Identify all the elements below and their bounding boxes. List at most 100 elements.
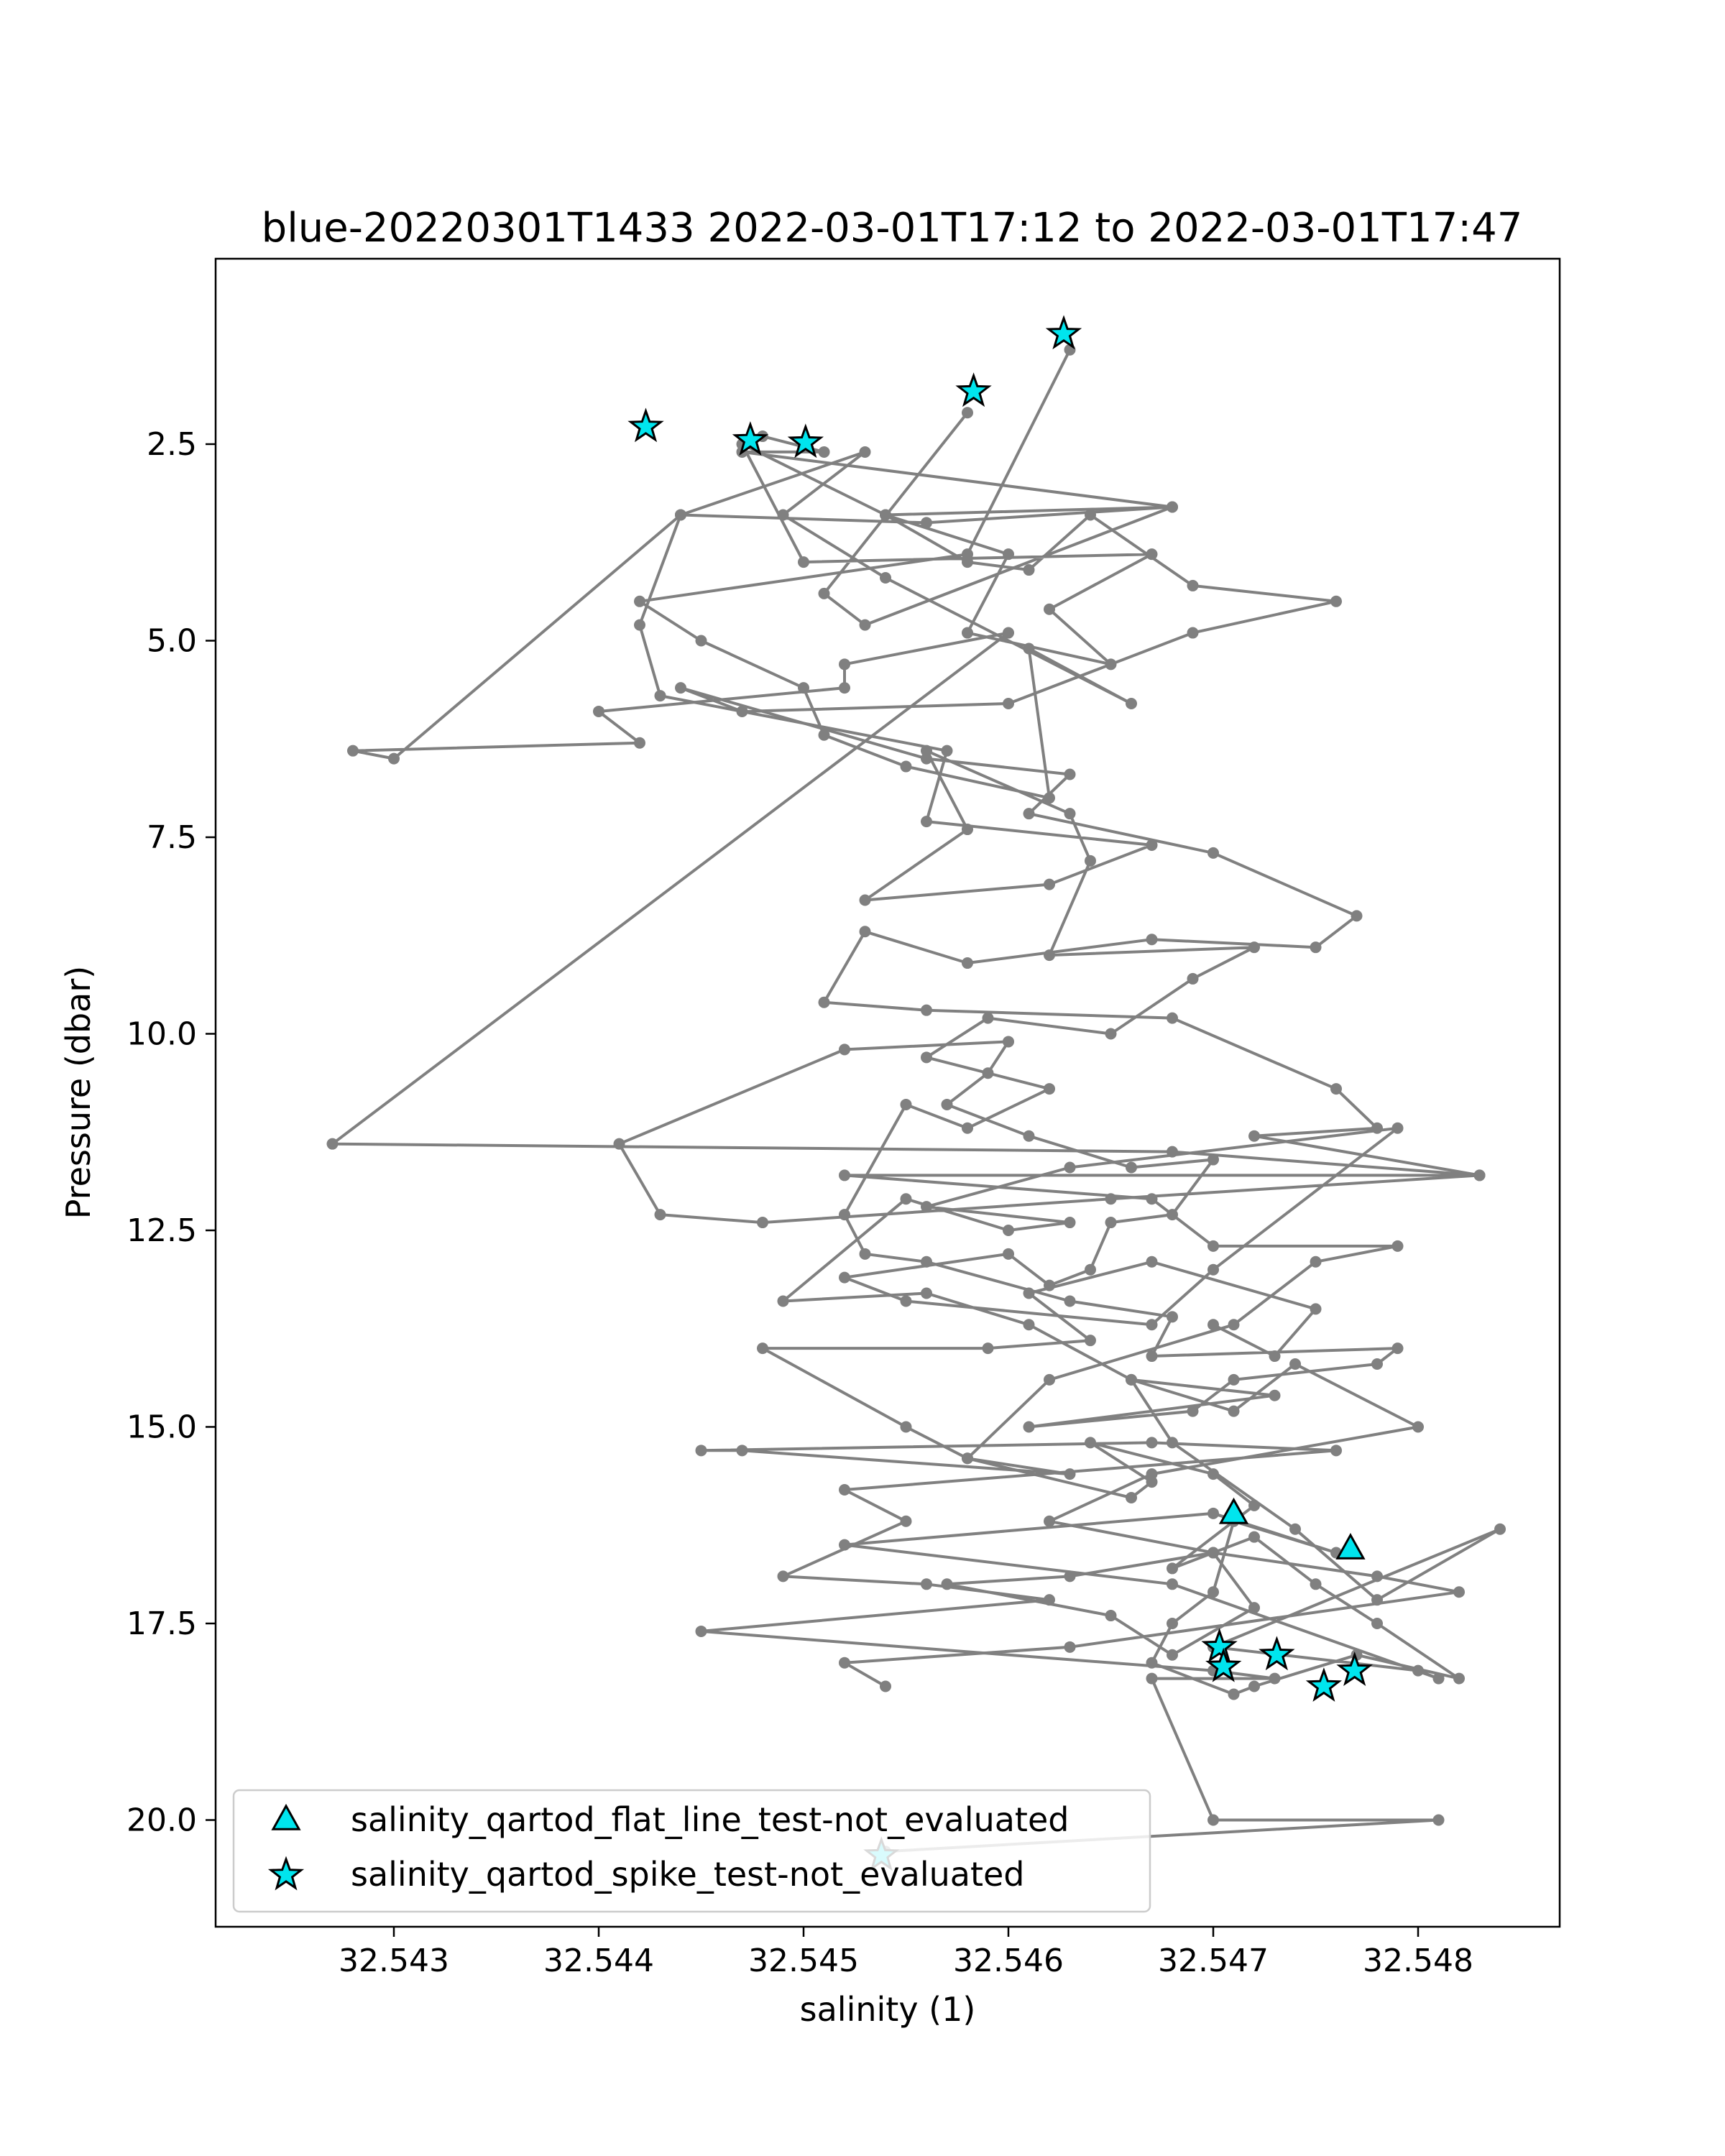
profile-b-point <box>1167 1012 1178 1024</box>
profile-c-point <box>1473 1169 1486 1181</box>
profile-b-point <box>880 509 891 521</box>
profile-point <box>982 1342 994 1355</box>
profile-point <box>1289 1523 1301 1535</box>
legend: salinity_qartod_flat_line_test-not_evalu… <box>232 1789 1151 1913</box>
legend-triangle-marker <box>271 1803 301 1830</box>
profile-b-point <box>1023 564 1035 576</box>
profile-point <box>1126 1491 1137 1503</box>
profile-b-point <box>818 587 830 599</box>
profile-c-point <box>1146 1437 1158 1449</box>
profile-b-point <box>1248 1602 1260 1614</box>
spike-flag-marker <box>1045 315 1082 350</box>
profile-c-point <box>1228 1319 1240 1331</box>
profile-point <box>1412 1664 1424 1677</box>
x-axis: 32.543 32.544 32.545 32.546 32.547 32.548 <box>339 1927 1473 1979</box>
legend-triangle-shape <box>271 1803 301 1830</box>
profile-c-point <box>1003 627 1014 639</box>
profile-b-point <box>1330 595 1342 607</box>
flat-line-flag-marker <box>1218 1497 1249 1524</box>
profile-b-point <box>1003 1036 1014 1048</box>
profile-b-point <box>1003 1225 1014 1236</box>
profile-b-point <box>1064 1161 1076 1174</box>
profile-b-point <box>921 752 932 765</box>
x-tick-label: 32.543 <box>339 1943 449 1979</box>
spike-flag-marker <box>1305 1667 1342 1702</box>
profile-point <box>1146 1256 1158 1268</box>
profile-b-point <box>859 926 871 938</box>
profile-point <box>1044 878 1055 890</box>
profile-c-point <box>839 682 850 694</box>
legend-star-shape <box>267 1856 305 1891</box>
profile-point <box>1085 1335 1096 1347</box>
profile-point <box>1371 1358 1383 1370</box>
profile-b-point <box>1228 1405 1240 1417</box>
profile-c-point <box>326 1138 339 1150</box>
profile-b-point <box>880 1680 891 1692</box>
profile-point <box>1146 839 1158 851</box>
y-tick-label: 10.0 <box>126 1016 197 1053</box>
profile-point <box>1167 1618 1178 1629</box>
profile-b-point <box>1023 1319 1035 1331</box>
profile-b-point <box>921 1287 932 1299</box>
profile-b-point <box>839 1044 850 1056</box>
profile-c-point <box>1392 1240 1404 1252</box>
spike-flag-marker <box>627 407 664 443</box>
profile-b-point <box>962 556 973 568</box>
profile-point <box>757 1342 768 1355</box>
profile-point <box>695 635 707 647</box>
x-tick-label: 32.547 <box>1158 1943 1269 1979</box>
profile-c-point <box>1044 1373 1055 1386</box>
y-tick-label: 17.5 <box>126 1606 197 1642</box>
profile-point <box>1228 1373 1240 1386</box>
profile-b-point <box>1023 808 1035 820</box>
profile-point <box>900 1421 912 1433</box>
profile-b-point <box>1330 1083 1342 1095</box>
x-axis-label: salinity (1) <box>800 1990 976 2029</box>
profile-c-point <box>921 1578 932 1590</box>
profile-point <box>921 816 932 828</box>
spike-flag-marker <box>787 423 824 459</box>
profile-b-point <box>1105 1610 1117 1622</box>
spike-flag-marker <box>1336 1651 1373 1687</box>
profile-c-point <box>1208 1814 1219 1826</box>
y-tick-label: 12.5 <box>126 1212 197 1249</box>
profile-b-point <box>859 619 871 631</box>
profile-point <box>859 1248 871 1260</box>
profile-b-point <box>1208 1547 1219 1559</box>
y-axis-label: Pressure (dbar) <box>59 966 98 1219</box>
legend-label-flat-line: salinity_qartod_flat_line_test-not_evalu… <box>351 1800 1069 1839</box>
profile-b-point <box>1412 1421 1424 1433</box>
profile-b-point <box>1167 1649 1178 1661</box>
profile-c-point <box>593 705 604 717</box>
profile-point <box>1432 1672 1445 1685</box>
profile-point <box>1167 1562 1178 1575</box>
profile-c-point <box>1167 1146 1178 1158</box>
profile-point <box>880 571 891 584</box>
profile-point <box>921 1051 932 1064</box>
profile-point <box>1167 1311 1178 1323</box>
profile-b-point <box>839 1657 850 1669</box>
profile-point <box>1453 1672 1465 1685</box>
profile-b-point <box>1146 1319 1158 1331</box>
profile-c-point <box>695 1445 707 1457</box>
profile-b-point <box>1044 1515 1055 1527</box>
profile-point <box>1085 854 1096 867</box>
profile-b-point <box>1064 768 1076 780</box>
profile-b-point <box>1126 1161 1137 1174</box>
profile-c-point <box>1044 1594 1055 1606</box>
profile-b-point <box>1064 1570 1076 1583</box>
spike-flag-marker <box>955 372 992 407</box>
profile-point <box>1208 1468 1219 1480</box>
profile-point <box>1248 1499 1260 1511</box>
profile-b-point <box>1351 910 1363 922</box>
profile-c-point <box>1208 1240 1219 1252</box>
profile-point <box>921 745 932 757</box>
profile-point <box>634 595 645 607</box>
profile-c-point <box>675 509 686 521</box>
spike-flag-marker <box>1205 1647 1242 1682</box>
profile-b-point <box>1064 1641 1076 1653</box>
profile-point <box>1371 1618 1383 1629</box>
x-tick-label: 32.548 <box>1363 1943 1473 1979</box>
profile-c-point <box>347 745 359 757</box>
